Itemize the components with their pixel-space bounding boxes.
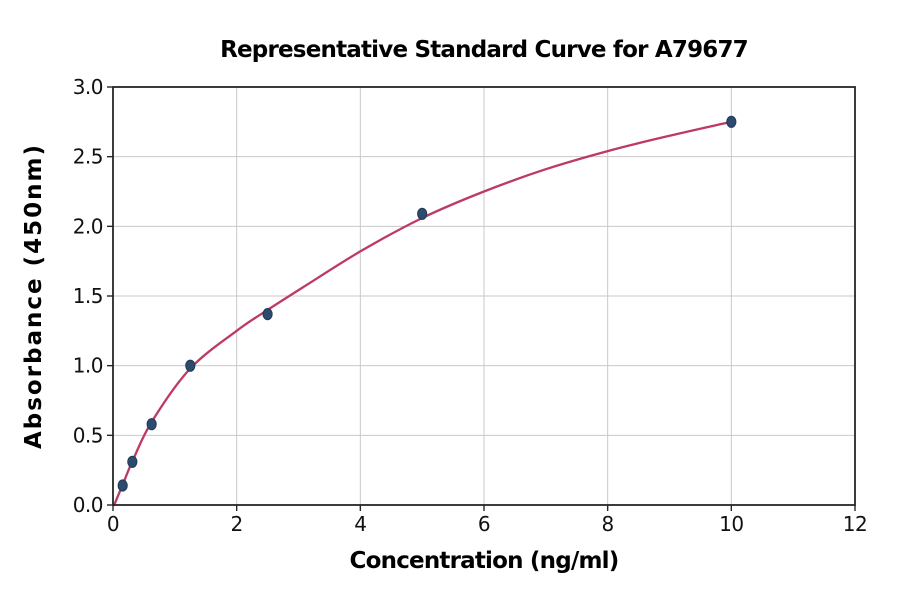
data-point [117,479,128,492]
fit-curve-path [113,120,733,507]
data-points [117,115,737,492]
x-tick-label: 10 [719,512,743,536]
data-point [726,115,737,128]
x-tick-label: 12 [843,512,867,536]
x-tick-label: 2 [231,512,243,536]
y-tick-labels: 0.0 0.5 1.0 1.5 2.0 2.5 3.0 [73,75,104,517]
chart-title: Representative Standard Curve for A79677 [220,37,748,63]
y-axis-label: Absorbance (450nm) [21,143,47,449]
x-tick-label: 4 [354,512,366,536]
data-point [185,359,196,372]
y-tick-label: 0.5 [73,423,103,447]
x-axis-label: Concentration (ng/ml) [350,548,619,574]
y-tick-label: 1.0 [73,354,103,378]
fit-curve [113,120,733,507]
data-point [146,418,157,431]
x-tick-label: 0 [107,512,119,536]
y-tick-label: 2.5 [73,145,103,169]
plot-frame [112,86,856,506]
x-tick-label: 6 [478,512,490,536]
x-tick-label: 8 [602,512,614,536]
y-tick-label: 2.0 [73,214,103,238]
gridlines [112,86,856,506]
axis-ticks [107,86,856,511]
y-tick-label: 0.0 [73,493,103,517]
data-point [127,455,138,468]
x-tick-labels: 0 2 4 6 8 10 12 [107,512,868,536]
y-tick-label: 1.5 [73,284,103,308]
data-point [262,308,273,321]
y-tick-label: 3.0 [73,75,103,99]
data-point [417,207,428,220]
